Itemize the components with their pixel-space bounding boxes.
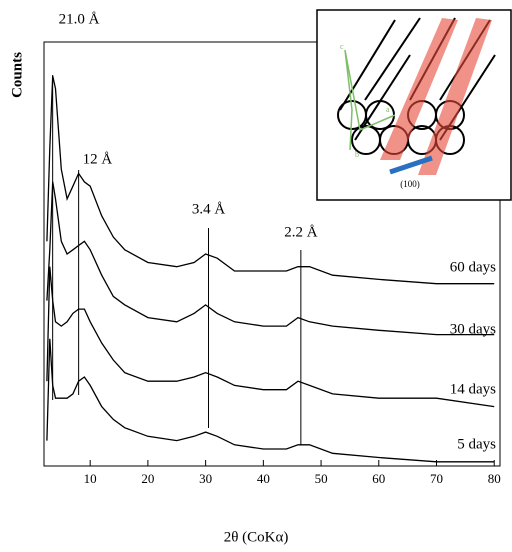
series-line [46, 181, 495, 336]
series-line [46, 75, 495, 285]
series-label: 30 days [450, 321, 496, 337]
peak-label: 12 Å [83, 151, 113, 167]
plane-spacing [389, 155, 433, 175]
x-tick-label: 50 [315, 471, 328, 486]
peak-label: 2.2 Å [284, 224, 318, 240]
series-label: 14 days [450, 381, 496, 397]
x-axis-label: 2θ (CoKα) [224, 529, 289, 545]
x-tick-label: 20 [141, 471, 154, 486]
x-tick-label: 30 [199, 471, 212, 486]
plot-frame [43, 41, 501, 467]
plane-band [418, 18, 492, 175]
x-tick-label: 60 [372, 471, 385, 486]
unit-cell [344, 49, 396, 151]
series-line [46, 266, 495, 408]
series-label: 5 days [457, 436, 496, 452]
inset-label: b [355, 150, 359, 159]
series-line [46, 338, 495, 463]
inset: (100) c a b [316, 9, 512, 201]
inset-label: (100) [400, 179, 420, 189]
series-label: 60 days [450, 259, 496, 275]
x-tick-label: 80 [488, 471, 501, 486]
x-tick-label: 40 [257, 471, 270, 486]
inset-label: a [386, 105, 390, 114]
peak-label: 21.0 Å [59, 11, 100, 27]
x-tick-label: 70 [430, 471, 443, 486]
inset-label: c [340, 42, 344, 51]
y-axis-label: Counts [9, 52, 25, 98]
plane-band [380, 18, 458, 160]
peak-label: 3.4 Å [192, 201, 226, 217]
x-tick-label: 10 [84, 471, 97, 486]
